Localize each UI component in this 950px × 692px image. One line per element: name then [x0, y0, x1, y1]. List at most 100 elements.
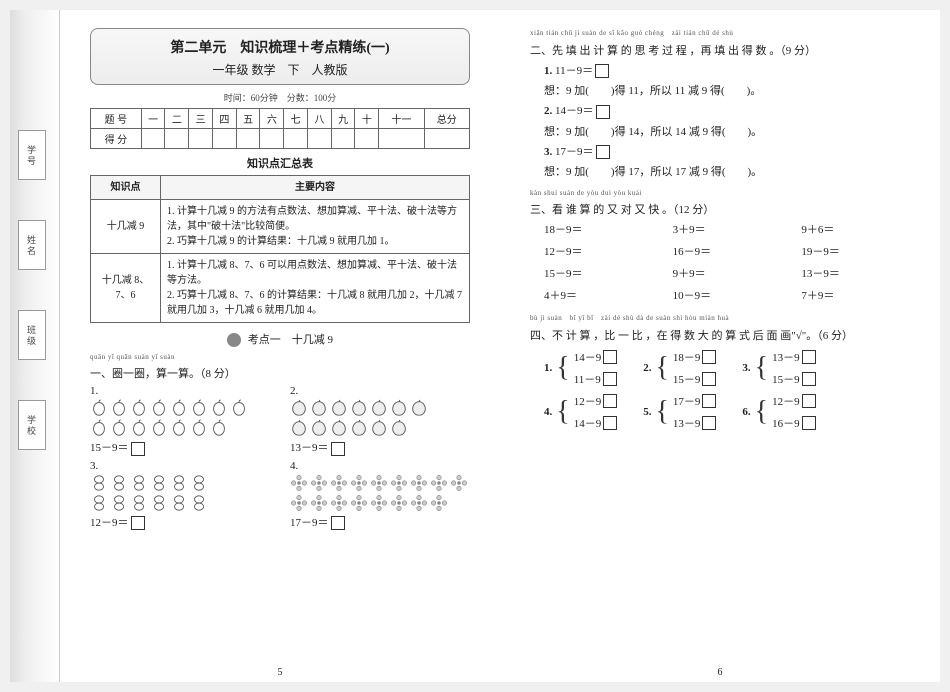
flower-icon — [390, 474, 408, 492]
peanut-icon — [190, 494, 208, 512]
q3-grid: 18－9＝3＋9＝9＋6＝12－9＝16－9＝19－9＝15－9＝9＋9＝13－… — [544, 221, 910, 303]
side-tab-class[interactable]: 班 级 — [18, 310, 46, 360]
answer-box[interactable] — [702, 350, 716, 364]
calc-cell: 18－9＝ — [544, 221, 653, 237]
compare-item: 14－9 — [574, 349, 620, 365]
compare-item: 11－9 — [574, 371, 620, 387]
peanut-row — [90, 494, 270, 512]
title-sub: 一年级 数学 下 人教版 — [101, 61, 459, 78]
peanut-icon — [190, 474, 208, 492]
q1-row-1: 1. 15－9＝ 2. 13－9＝ — [90, 385, 470, 455]
q4-section: bù jì suàn bǐ yī bǐ zài dé shù dà de suà… — [530, 313, 910, 431]
q2-heading: 二、先 填 出 计 算 的 思 考 过 程 ，再 填 出 得 数 。（9 分） — [530, 42, 910, 58]
side-tab-name[interactable]: 姓 名 — [18, 220, 46, 270]
apple-icon — [130, 419, 148, 437]
compare-group: 1.{14－9 11－9 — [544, 349, 619, 387]
compare-item: 15－9 — [772, 371, 818, 387]
answer-box[interactable] — [595, 64, 609, 78]
apple-icon — [230, 399, 248, 417]
calc-cell: 16－9＝ — [673, 243, 782, 259]
answer-box[interactable] — [702, 394, 716, 408]
q1-item-3: 3. 12－9＝ — [90, 460, 270, 530]
q1-item-2: 2. 13－9＝ — [290, 385, 470, 455]
group-num: 6. — [742, 406, 750, 418]
apple-icon — [150, 399, 168, 417]
q3-section: kàn shuí suàn de yòu duì yòu kuài 三、看 谁 … — [530, 189, 910, 303]
compare-group: 6.{12－9 16－9 — [742, 393, 817, 431]
apple-icon — [210, 399, 228, 417]
answer-box[interactable] — [603, 350, 617, 364]
answer-box[interactable] — [131, 442, 145, 456]
flower-icon — [430, 494, 448, 512]
q1-heading: 一、圈一圈，算一算。（8 分） — [90, 365, 470, 381]
compare-item: 13－9 — [673, 415, 719, 431]
calc-cell: 12－9＝ — [544, 243, 653, 259]
answer-box[interactable] — [331, 516, 345, 530]
left-page: 第二单元 知识梳理＋考点精练(一) 一年级 数学 下 人教版 时间：60分钟 分… — [60, 10, 500, 682]
answer-box[interactable] — [331, 442, 345, 456]
title-box: 第二单元 知识梳理＋考点精练(一) 一年级 数学 下 人教版 — [90, 28, 470, 85]
flower-icon — [450, 474, 468, 492]
answer-box[interactable] — [702, 372, 716, 386]
side-tab-school[interactable]: 学 校 — [18, 400, 46, 450]
answer-box[interactable] — [596, 145, 610, 159]
summary-title: 知识点汇总表 — [90, 155, 470, 171]
answer-box[interactable] — [802, 372, 816, 386]
peanut-icon — [170, 494, 188, 512]
worksheet-spread: 学 号 姓 名 班 级 学 校 第二单元 知识梳理＋考点精练(一) 一年级 数学… — [10, 10, 940, 682]
brace-icon: { — [655, 398, 668, 426]
answer-box[interactable] — [702, 416, 716, 430]
time-score: 时间：60分钟 分数：100分 — [90, 91, 470, 104]
q2-eq: 1. 11－9＝ — [544, 62, 910, 78]
compare-group: 2.{18－9 15－9 — [643, 349, 718, 387]
calc-cell: 3＋9＝ — [673, 221, 782, 237]
peanut-icon — [170, 474, 188, 492]
answer-box[interactable] — [603, 372, 617, 386]
q3-pinyin: kàn shuí suàn de yòu duì yòu kuài — [530, 189, 910, 197]
answer-box[interactable] — [802, 416, 816, 430]
peach-icon — [310, 399, 328, 417]
flower-icon — [290, 474, 308, 492]
peanut-icon — [150, 494, 168, 512]
flower-icon — [330, 474, 348, 492]
peach-icon — [350, 399, 368, 417]
binding-edge: 学 号 姓 名 班 级 学 校 — [10, 10, 60, 682]
q1-item-1: 1. 15－9＝ — [90, 385, 270, 455]
score-label-cell: 题 号 — [91, 109, 142, 129]
peanut-row — [90, 474, 270, 492]
score-label-cell: 得 分 — [91, 129, 142, 149]
kaodian-icon — [227, 333, 241, 347]
answer-box[interactable] — [596, 105, 610, 119]
compare-group: 5.{17－9 13－9 — [643, 393, 718, 431]
apple-icon — [110, 399, 128, 417]
peach-icon — [350, 419, 368, 437]
flower-icon — [290, 494, 308, 512]
flower-icon — [370, 474, 388, 492]
compare-item: 15－9 — [673, 371, 719, 387]
compare-group: 4.{12－9 14－9 — [544, 393, 619, 431]
flower-icon — [390, 494, 408, 512]
compare-item: 17－9 — [673, 393, 719, 409]
answer-box[interactable] — [603, 416, 617, 430]
q2-eq: 3. 17－9＝ — [544, 143, 910, 159]
answer-box[interactable] — [802, 350, 816, 364]
peach-row — [290, 419, 470, 437]
score-table: 题 号 一 二 三 四 五 六 七 八 九 十 十一 总分 得 分 — [90, 108, 470, 149]
answer-box[interactable] — [603, 394, 617, 408]
peanut-icon — [110, 474, 128, 492]
q3-heading: 三、看 谁 算 的 又 对 又 快 。（12 分） — [530, 201, 910, 217]
compare-item: 18－9 — [673, 349, 719, 365]
answer-box[interactable] — [131, 516, 145, 530]
flower-icon — [350, 494, 368, 512]
q4-row: 1.{14－9 11－9 2.{18－9 15－9 3.{13－9 15－9 — [544, 349, 910, 387]
title-main: 第二单元 知识梳理＋考点精练(一) — [101, 37, 459, 57]
flower-icon — [410, 494, 428, 512]
apple-row — [90, 399, 270, 417]
compare-item: 14－9 — [574, 415, 620, 431]
answer-box[interactable] — [802, 394, 816, 408]
group-num: 1. — [544, 362, 552, 374]
page-num-right: 6 — [718, 667, 723, 678]
side-tab-id[interactable]: 学 号 — [18, 130, 46, 180]
brace-icon: { — [556, 398, 569, 426]
score-value-row: 得 分 — [91, 129, 470, 149]
